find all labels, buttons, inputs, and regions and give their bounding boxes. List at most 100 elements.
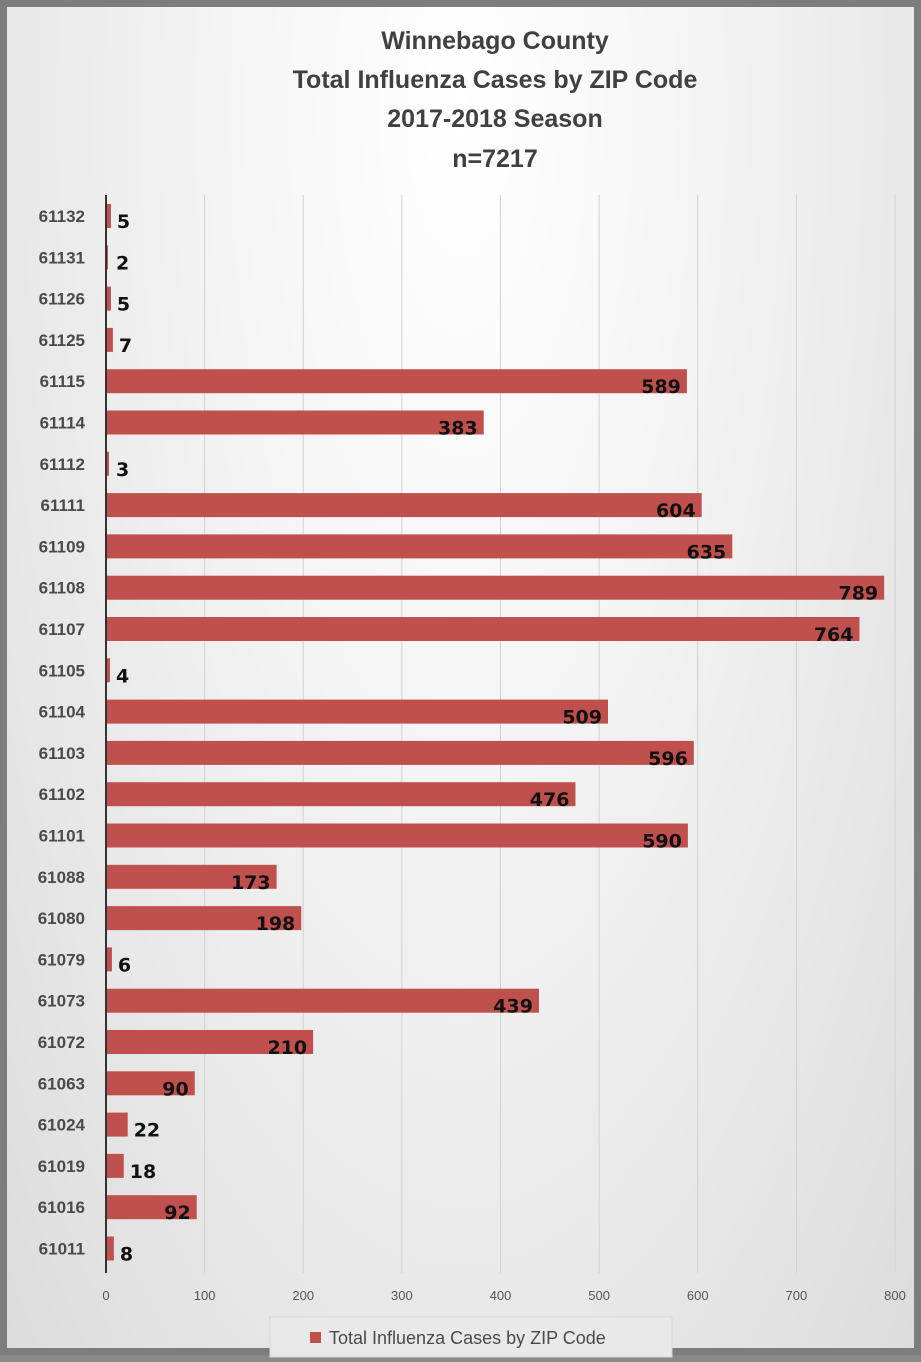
chart-title-line-1: Winnebago County <box>381 27 609 55</box>
category-label: 61115 <box>40 372 85 391</box>
axes: 0 100 200 300 400 500 600 700 800 <box>102 195 906 1303</box>
category-label: 61019 <box>38 1157 85 1176</box>
bar-61108 <box>106 575 885 600</box>
data-label: 3 <box>116 459 129 481</box>
category-label: 61016 <box>38 1198 85 1217</box>
category-label: 61104 <box>39 703 86 722</box>
category-label: 61103 <box>39 744 85 763</box>
category-label: 61114 <box>40 414 86 433</box>
category-label: 61105 <box>39 661 85 680</box>
data-label: 90 <box>162 1078 188 1100</box>
bar-61101 <box>106 823 688 848</box>
category-label: 61072 <box>38 1033 85 1052</box>
x-tick-label: 800 <box>884 1288 906 1303</box>
x-tick-label: 0 <box>102 1288 109 1303</box>
category-label: 61024 <box>38 1116 86 1135</box>
data-label: 18 <box>130 1161 156 1183</box>
category-label: 61125 <box>39 331 85 350</box>
category-label: 61088 <box>38 868 85 887</box>
bar-61115 <box>106 369 687 394</box>
x-tick-label: 200 <box>292 1288 314 1303</box>
data-label: 173 <box>231 872 271 894</box>
chart-title-line-4: n=7217 <box>452 145 538 173</box>
category-label: 61107 <box>39 620 85 639</box>
bar-61016 <box>106 1195 197 1220</box>
category-label: 61073 <box>38 992 85 1011</box>
data-label: 198 <box>256 913 296 935</box>
legend-box <box>269 1316 673 1358</box>
bar-61125 <box>106 327 113 352</box>
category-label: 61079 <box>38 950 85 969</box>
x-tick-label: 400 <box>490 1288 512 1303</box>
legend: Total Influenza Cases by ZIP Code <box>269 1316 673 1358</box>
category-label: 61132 <box>39 207 85 226</box>
bar-61103 <box>106 740 694 765</box>
category-label: 61109 <box>39 537 85 556</box>
bar-61072 <box>106 1030 314 1054</box>
data-label: 590 <box>642 831 682 853</box>
data-label: 22 <box>134 1120 160 1142</box>
category-label: 61101 <box>39 827 85 846</box>
data-label: 8 <box>120 1244 133 1266</box>
data-label: 2 <box>116 252 129 274</box>
x-tick-label: 700 <box>786 1288 808 1303</box>
bar-61024 <box>106 1112 128 1137</box>
data-label: 596 <box>648 748 688 770</box>
data-label: 4 <box>116 665 129 687</box>
bar-61079 <box>106 947 112 972</box>
x-tick-label: 500 <box>588 1288 610 1303</box>
category-label: 61011 <box>39 1240 85 1259</box>
data-label: 589 <box>641 376 681 398</box>
data-label: 509 <box>562 707 602 729</box>
bar-61104 <box>106 699 609 724</box>
bar-61109 <box>106 534 733 559</box>
category-label: 61111 <box>41 496 85 515</box>
bar-61114 <box>106 410 484 435</box>
data-label: 604 <box>656 500 696 522</box>
legend-label: Total Influenza Cases by ZIP Code <box>329 1328 606 1348</box>
data-label: 7 <box>119 335 132 357</box>
chart-title: Winnebago County Total Influenza Cases by… <box>293 27 698 173</box>
bar-61019 <box>106 1153 124 1178</box>
bar-chart: Winnebago County Total Influenza Cases by… <box>38 27 906 1358</box>
x-tick-label: 300 <box>391 1288 413 1303</box>
chart-title-line-2: Total Influenza Cases by ZIP Code <box>293 66 698 94</box>
bar-61112 <box>106 451 109 476</box>
data-label: 764 <box>814 624 854 646</box>
category-label: 61102 <box>39 785 85 804</box>
data-label: 476 <box>530 789 570 811</box>
bar-61011 <box>106 1236 114 1261</box>
bar-61063 <box>106 1071 195 1096</box>
category-label: 61108 <box>39 579 85 598</box>
bar-61088 <box>106 864 277 889</box>
category-label: 61112 <box>40 455 85 474</box>
category-label: 61080 <box>38 909 85 928</box>
category-label: 61063 <box>38 1074 85 1093</box>
bar-61102 <box>106 782 576 807</box>
category-label: 61126 <box>39 290 85 309</box>
category-label: 61131 <box>39 248 85 267</box>
bar-61126 <box>106 286 111 311</box>
data-label: 383 <box>438 418 478 440</box>
legend-swatch <box>310 1332 321 1343</box>
bar-61073 <box>106 988 539 1013</box>
data-label: 6 <box>118 954 131 976</box>
x-tick-label: 100 <box>194 1288 216 1303</box>
data-label: 789 <box>838 583 878 605</box>
data-label: 5 <box>117 211 130 233</box>
gridlines <box>204 195 896 1273</box>
bar-61105 <box>106 658 110 683</box>
bar-61132 <box>106 204 111 228</box>
chart-title-line-3: 2017-2018 Season <box>387 105 602 133</box>
bar-61111 <box>106 493 702 518</box>
data-label: 439 <box>493 996 533 1018</box>
data-label: 635 <box>687 541 727 563</box>
data-label: 92 <box>164 1202 190 1224</box>
bar-61080 <box>106 906 302 931</box>
bar-61107 <box>106 617 860 641</box>
data-label: 210 <box>267 1037 307 1059</box>
data-label: 5 <box>117 294 130 316</box>
x-tick-label: 600 <box>687 1288 709 1303</box>
